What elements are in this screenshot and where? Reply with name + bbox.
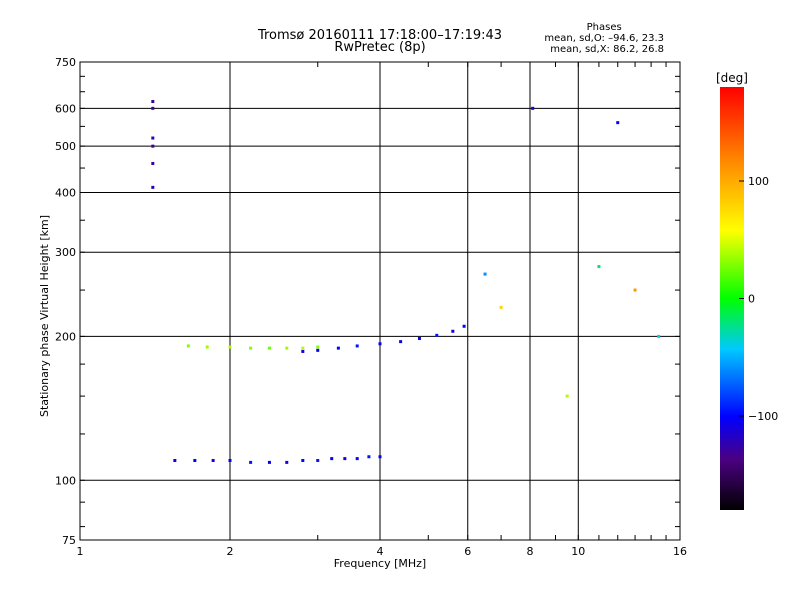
colorbar-ticks: 100 0 −100: [739, 175, 778, 423]
y-tick-label: 500: [55, 140, 76, 153]
data-point: [151, 136, 155, 140]
y-tick-label: 75: [62, 534, 76, 547]
data-point: [249, 460, 253, 464]
y-axis: 75 100 200 300 400 500 600 750: [55, 56, 680, 547]
x-tick-label: 6: [464, 545, 471, 558]
data-point: [186, 344, 190, 348]
data-point: [316, 345, 320, 349]
data-point: [249, 346, 253, 350]
data-point: [378, 342, 382, 346]
phase-statistics-o-mode: mean, sd,O: –94.6, 23.3: [544, 33, 664, 44]
data-point: [285, 460, 289, 464]
data-point: [285, 346, 289, 350]
scatter-points: [151, 100, 661, 464]
y-tick-label: 400: [55, 186, 76, 199]
colorbar-unit-label: [deg]: [716, 71, 748, 85]
data-point: [151, 161, 155, 165]
data-point: [531, 106, 535, 110]
data-point: [367, 455, 371, 459]
x-tick-label: 16: [673, 545, 687, 558]
colorbar-tick-label: −100: [748, 410, 778, 423]
data-point: [267, 460, 271, 464]
phase-statistics-header: Phases: [586, 22, 622, 33]
data-point: [301, 346, 305, 350]
data-point: [228, 458, 232, 462]
data-point: [343, 457, 347, 461]
data-point: [435, 333, 439, 337]
x-tick-label: 8: [527, 545, 534, 558]
data-point: [173, 458, 177, 462]
data-point: [355, 344, 359, 348]
data-point: [451, 329, 455, 333]
data-point: [316, 458, 320, 462]
data-point: [336, 346, 340, 350]
data-point: [355, 457, 359, 461]
data-point: [228, 345, 232, 349]
data-point: [205, 345, 209, 349]
phase-statistics: Phases mean, sd,O: –94.6, 23.3 mean, sd,…: [544, 22, 664, 55]
data-point: [151, 106, 155, 110]
data-point: [151, 185, 155, 189]
data-point: [301, 349, 305, 353]
x-tick-label: 2: [227, 545, 234, 558]
data-point: [399, 340, 403, 344]
x-tick-label: 1: [77, 545, 84, 558]
x-axis-label: Frequency [MHz]: [334, 557, 426, 570]
y-tick-label: 300: [55, 246, 76, 259]
y-tick-label: 100: [55, 474, 76, 487]
data-point: [417, 336, 421, 340]
data-point: [499, 305, 503, 309]
data-point: [267, 346, 271, 350]
x-tick-label: 4: [377, 545, 384, 558]
data-point: [151, 144, 155, 148]
data-point: [378, 455, 382, 459]
colorbar-tick-label: 100: [748, 175, 769, 188]
y-axis-label: Stationary phase Virtual Height [km]: [38, 215, 51, 417]
y-tick-label: 750: [55, 56, 76, 69]
x-tick-label: 10: [571, 545, 585, 558]
data-point: [483, 272, 487, 276]
grid-lines: [80, 62, 680, 540]
colorbar-tick-label: 0: [748, 293, 755, 306]
data-point: [657, 334, 661, 338]
data-point: [301, 458, 305, 462]
y-tick-label: 600: [55, 102, 76, 115]
data-point: [597, 265, 601, 269]
phase-statistics-x-mode: mean, sd,X: 86.2, 26.8: [550, 44, 664, 55]
data-point: [193, 458, 197, 462]
data-point: [151, 100, 155, 104]
data-point: [316, 348, 320, 352]
data-point: [633, 288, 637, 292]
x-axis: 1 2 4 6 8 10 16: [77, 62, 687, 558]
data-point: [330, 457, 334, 461]
data-point: [565, 394, 569, 398]
y-tick-label: 200: [55, 330, 76, 343]
data-point: [462, 324, 466, 328]
data-point: [616, 121, 620, 125]
data-point: [211, 458, 215, 462]
